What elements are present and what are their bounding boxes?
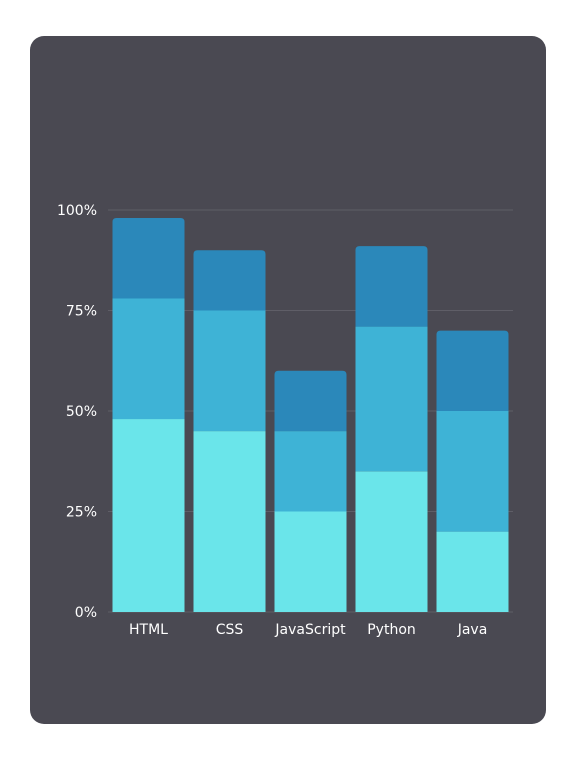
x-tick-label: JavaScript xyxy=(274,622,346,638)
bar-segment-java-1 xyxy=(436,411,509,532)
x-axis: HTML CSS JavaScript Python Java xyxy=(129,622,487,638)
bar-segment-java-0 xyxy=(436,531,509,612)
bar-segment-css-1 xyxy=(193,310,266,432)
x-tick-label: HTML xyxy=(129,622,168,638)
y-tick-label: 50% xyxy=(66,404,97,420)
bar-segment-css-2 xyxy=(193,250,266,311)
bar-segment-javascript-2 xyxy=(274,370,347,432)
bar-segment-python-2 xyxy=(355,246,428,327)
bar-segment-python-1 xyxy=(355,326,428,472)
y-tick-label: 25% xyxy=(66,505,97,521)
bar-segment-javascript-0 xyxy=(274,511,347,612)
bar-segment-html-1 xyxy=(112,298,185,420)
y-tick-label: 100% xyxy=(57,203,97,219)
bar-segment-java-2 xyxy=(436,330,509,411)
bar-segment-python-0 xyxy=(355,471,428,612)
y-tick-label: 0% xyxy=(75,605,97,621)
bar-segment-html-2 xyxy=(112,218,185,299)
bar-segment-html-0 xyxy=(112,419,185,612)
bar-segment-css-0 xyxy=(193,431,266,612)
x-tick-label: Python xyxy=(367,622,416,638)
chart-bars xyxy=(112,218,509,612)
bar-segment-javascript-1 xyxy=(274,431,347,512)
y-tick-label: 75% xyxy=(66,304,97,320)
y-axis: 0% 25% 50% 75% 100% xyxy=(57,203,97,621)
x-tick-label: CSS xyxy=(216,622,244,638)
x-tick-label: Java xyxy=(457,622,488,638)
